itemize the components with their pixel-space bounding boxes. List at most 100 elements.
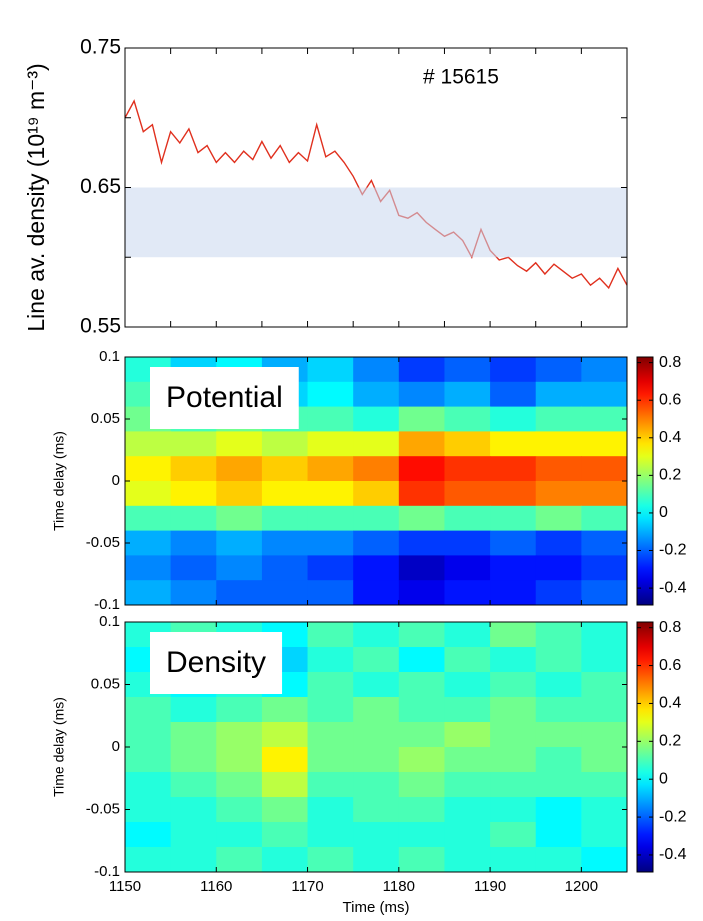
heatmap-cell [125,481,172,507]
heatmap-cell [535,505,582,532]
heatmap-cell [261,772,309,798]
panel-label: Density [150,632,283,694]
heatmap-cell [535,406,582,432]
heatmap-cell [444,580,491,606]
heatmap-cell [444,847,491,873]
heatmap-cell [490,647,537,673]
heatmap-cell [398,747,445,773]
colorbar-tick-label: 0.4 [659,695,681,712]
heatmap-cell [353,406,400,432]
heatmap-cell [353,431,400,457]
heatmap-cell [581,481,628,507]
heatmap-cell [216,580,263,606]
heatmap-cell [444,772,491,798]
heatmap-cell [307,647,354,673]
colorbar [636,621,654,873]
heatmap-cell [170,456,217,482]
colorbar-tick-label: -0.4 [659,846,687,863]
heatmap-cell [125,822,172,848]
heatmap-cell [125,505,172,532]
heatmap-cell [444,797,491,823]
heatmap-cell [490,747,537,773]
heatmap-cell [581,505,628,532]
colorbar-tick-label: -0.2 [659,808,687,825]
heatmap-cell [398,847,445,873]
heatmap-cell [444,622,491,648]
heatmap-cell [216,555,263,581]
heatmap-cell [125,747,172,773]
heatmap-cell [490,555,537,581]
heatmap-cell [307,772,354,798]
heatmap-cell [125,456,172,482]
colorbar-tick-label: 0.8 [659,619,681,636]
y-tick-label: 0 [112,472,120,489]
heatmap-cell [353,722,400,748]
heatmap-cell [170,747,217,773]
heatmap-cell [398,456,445,482]
y-axis-label: Time delay (ms) [51,697,67,797]
heatmap-cell [535,456,582,482]
heatmap-cell [307,722,354,748]
heatmap-cell [581,697,628,723]
heatmap-cell [261,555,309,581]
heatmap-cell [216,481,263,507]
heatmap-cell [490,456,537,482]
heatmap-cell [581,555,628,581]
heatmap-cell [490,822,537,848]
heatmap-cell [353,580,400,606]
shaded-band [125,187,627,258]
y-tick-label: 0.75 [80,36,121,59]
heatmap-cell [444,822,491,848]
heatmap-cell [398,481,445,507]
heatmap-cell [307,580,354,606]
heatmap-cell [353,847,400,873]
heatmap-cell [444,697,491,723]
heatmap-cell [170,431,217,457]
heatmap-cell [170,580,217,606]
heatmap-cell [170,722,217,748]
panel-label: Potential [150,367,299,429]
y-tick-label: -0.1 [94,596,120,613]
heatmap-cell [398,530,445,556]
heatmap-cell [581,772,628,798]
colorbar-tick-label: -0.4 [659,579,687,596]
heatmap-cell [490,505,537,532]
heatmap-cell [353,622,400,648]
heatmap-cell [398,580,445,606]
heatmap-cell [581,381,628,408]
panel-label-box [150,367,299,429]
colorbar-tick-label: 0.2 [659,467,681,484]
heatmap-cell [444,722,491,748]
x-tick-label: 1160 [200,878,232,895]
heatmap-cell [535,722,582,748]
heatmap-cell [581,357,628,383]
heatmap-cell [535,555,582,581]
heatmap-cell [535,481,582,507]
heatmap-cell [444,647,491,673]
heatmap-cell [490,722,537,748]
heatmap-cell [261,847,309,873]
heatmap-cell [535,747,582,773]
heatmap-cell [353,672,400,698]
heatmap-cell [307,822,354,848]
heatmap-cell [581,647,628,673]
heatmap-cell [535,797,582,823]
heatmap-cell [444,672,491,698]
heatmap-cell [216,431,263,457]
heatmap-cell [535,530,582,556]
heatmap-cell [535,357,582,383]
colorbar-tick-label: 0.6 [659,391,681,408]
heatmap-cell [353,647,400,673]
heatmap-cell [307,406,354,432]
heatmap-cell [398,722,445,748]
heatmap-cell [581,722,628,748]
heatmap-cell [216,697,263,723]
y-tick-label: -0.05 [86,800,120,817]
heatmap-cell [353,530,400,556]
y-tick-label: 0.55 [80,315,121,338]
heatmap-cell [125,555,172,581]
heatmap-cell [398,672,445,698]
heatmap-cell [398,555,445,581]
panel-label-text: Potential [166,381,283,414]
